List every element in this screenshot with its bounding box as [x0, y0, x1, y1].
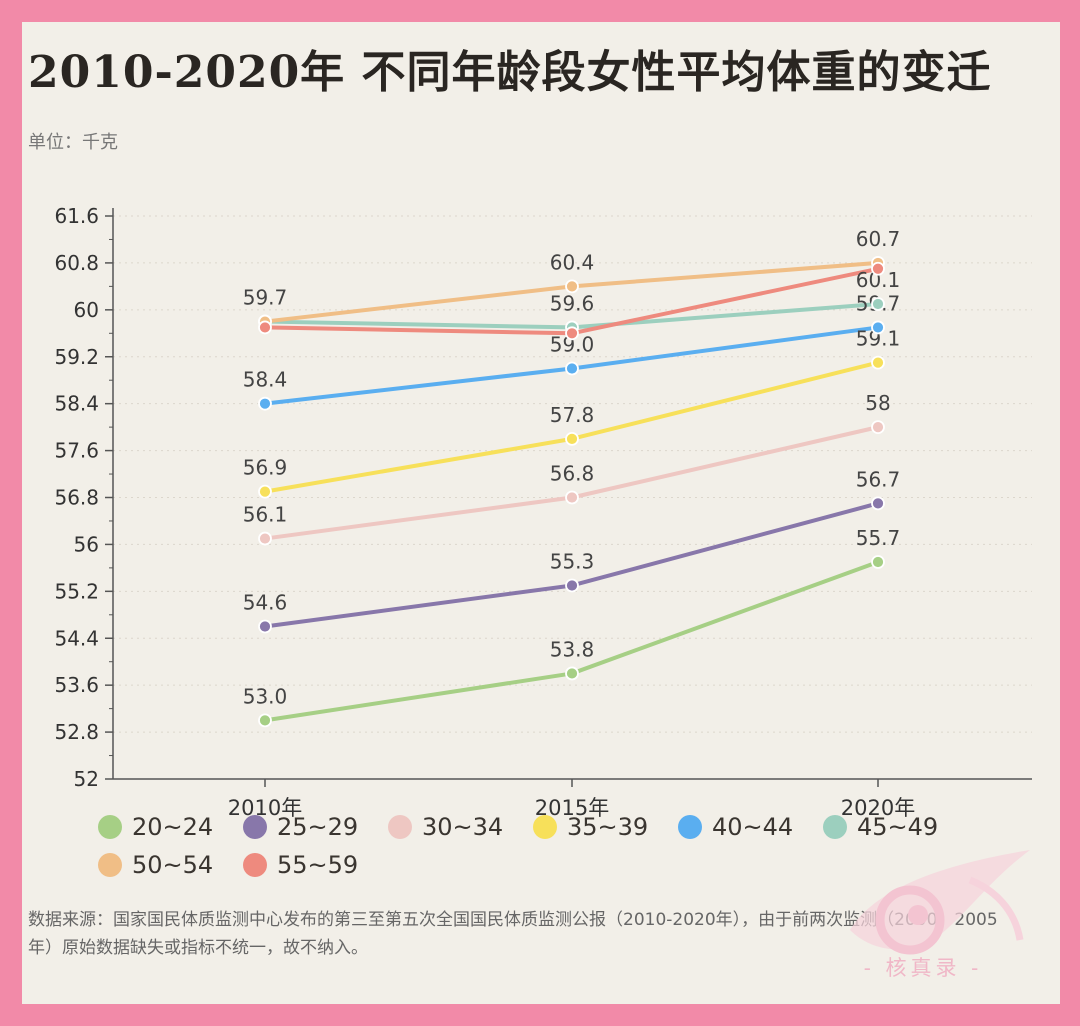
legend-swatch: [533, 815, 557, 839]
data-point-30~34: [871, 420, 885, 435]
legend-label: 20~24: [132, 813, 214, 841]
data-point-30~34: [258, 531, 272, 546]
chart-legend: 20~24 25~29 30~34 35~39 40~44 45~49 50~54 55~59: [98, 813, 1018, 879]
watermark-text: - 核真录 -: [863, 956, 983, 980]
legend-label: 50~54: [132, 851, 214, 879]
data-label: 56.7: [856, 467, 901, 491]
y-tick-label: 52.8: [54, 720, 99, 744]
data-point-50~54: [565, 279, 579, 294]
data-point-25~29: [565, 578, 579, 593]
legend-swatch: [678, 815, 702, 839]
data-point-40~44: [258, 396, 272, 411]
legend-item-40~44: 40~44: [678, 813, 823, 841]
legend-label: 35~39: [567, 813, 649, 841]
data-point-40~44: [565, 361, 579, 376]
data-point-20~24: [871, 555, 885, 569]
data-label: 60.7: [856, 227, 901, 251]
data-label: 59.6: [550, 291, 595, 315]
data-point-25~29: [871, 496, 885, 511]
y-axis-unit-label: 单位：千克: [28, 132, 118, 153]
data-point-40~44: [871, 320, 885, 335]
chart-frame: [22, 22, 1060, 1004]
legend-item-45~49: 45~49: [823, 813, 968, 841]
legend-label: 40~44: [712, 813, 794, 841]
x-tick-label: 2020年: [841, 796, 915, 820]
data-source-note: 数据来源：国家国民体质监测中心发布的第三至第五次全国国民体质监测公报（2010-…: [28, 910, 998, 958]
legend-label: 55~59: [277, 851, 359, 879]
data-point-25~29: [258, 619, 272, 634]
data-point-35~39: [258, 484, 272, 499]
watermark-logo: [850, 850, 1030, 955]
x-tick-label: 2010年: [228, 796, 302, 820]
y-tick-label: 55.2: [54, 579, 99, 603]
data-point-55~59: [258, 320, 272, 335]
legend-label: 45~49: [857, 813, 939, 841]
data-point-35~39: [871, 355, 885, 370]
data-label: 58: [865, 391, 890, 415]
legend-item-25~29: 25~29: [243, 813, 388, 841]
data-point-45~49: [871, 297, 885, 311]
legend-swatch: [243, 815, 267, 839]
y-tick-label: 59.2: [54, 345, 99, 369]
legend-swatch: [98, 853, 122, 877]
legend-swatch: [823, 815, 847, 839]
chart-title: 2010-2020年 不同年龄段女性平均体重的变迁: [28, 47, 992, 98]
legend-item-35~39: 35~39: [533, 813, 678, 841]
y-tick-label: 61.6: [54, 204, 99, 228]
legend-item-50~54: 50~54: [98, 851, 243, 879]
y-tick-label: 57.6: [54, 439, 99, 463]
y-tick-label: 60.8: [54, 251, 99, 275]
legend-item-30~34: 30~34: [388, 813, 533, 841]
y-tick-label: 56: [74, 532, 99, 556]
data-point-35~39: [565, 431, 579, 446]
data-label: 56.1: [243, 503, 288, 527]
legend-item-55~59: 55~59: [243, 851, 388, 879]
data-point-30~34: [565, 490, 579, 505]
legend-label: 30~34: [422, 813, 504, 841]
y-tick-label: 52: [74, 767, 99, 791]
data-label: 53.8: [550, 637, 595, 661]
legend-swatch: [243, 853, 267, 877]
y-tick-label: 56.8: [54, 486, 99, 510]
data-label: 53.0: [243, 684, 288, 708]
y-tick-label: 58.4: [54, 392, 99, 416]
data-point-55~59: [871, 261, 885, 276]
data-label: 55.3: [550, 549, 595, 573]
data-label: 60.4: [550, 250, 595, 274]
data-label: 56.8: [550, 462, 595, 486]
legend-swatch: [98, 815, 122, 839]
data-point-55~59: [565, 326, 579, 341]
legend-label: 25~29: [277, 813, 359, 841]
legend-swatch: [388, 815, 412, 839]
y-tick-label: 53.6: [54, 673, 99, 697]
data-label: 59.7: [243, 286, 288, 310]
y-tick-label: 60: [74, 298, 99, 322]
data-label: 56.9: [243, 456, 288, 480]
data-label: 54.6: [243, 591, 288, 615]
data-label: 57.8: [550, 403, 595, 427]
y-tick-label: 54.4: [54, 626, 99, 650]
data-label: 55.7: [856, 526, 901, 550]
legend-item-20~24: 20~24: [98, 813, 243, 841]
data-point-20~24: [565, 666, 579, 681]
data-point-20~24: [258, 713, 272, 728]
data-label: 58.4: [243, 368, 288, 392]
